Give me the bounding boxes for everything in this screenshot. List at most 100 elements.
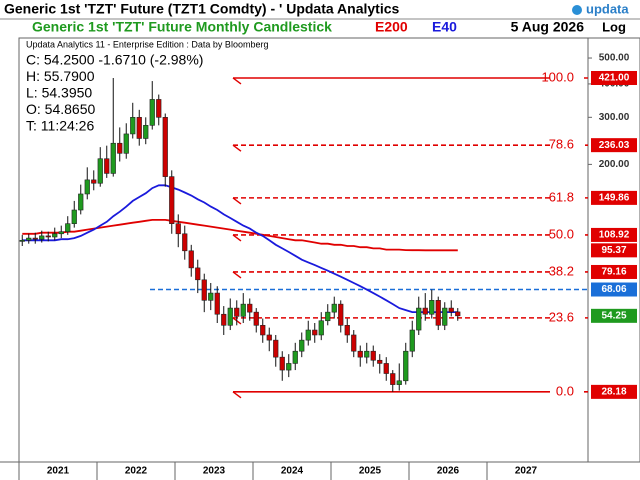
candle-body: [182, 233, 188, 252]
candle-body: [331, 303, 337, 313]
candle-body: [312, 329, 318, 336]
candle-body: [305, 329, 311, 341]
candle-body: [58, 231, 64, 235]
candle-body: [143, 125, 149, 139]
price-box: [591, 70, 637, 85]
fib-marker: [232, 234, 242, 242]
price-box-label: 68.06: [601, 284, 626, 295]
date: 5 Aug 2026: [511, 19, 585, 35]
legend-e200: E200: [375, 19, 408, 35]
candle-body: [325, 311, 331, 322]
candle-body: [117, 142, 123, 154]
fib-label-bg: [550, 70, 584, 85]
price-box: [591, 308, 637, 323]
y-tick-label: 300.00: [599, 112, 630, 123]
candle-body: [221, 313, 227, 326]
info-line: H: 55.7900: [26, 68, 95, 84]
price-box: [591, 264, 637, 279]
candle-body: [273, 339, 279, 358]
candle-body: [429, 300, 435, 315]
candle-body: [377, 359, 383, 364]
fib-label-bg: [550, 227, 584, 242]
info-line: L: 54.3950: [26, 85, 92, 101]
candle-body: [286, 363, 292, 371]
candle-body: [110, 142, 116, 174]
x-tick-label: 2024: [281, 466, 304, 477]
y-tick-label: 500.00: [599, 53, 630, 64]
candle-body: [240, 303, 246, 317]
candle-body: [435, 300, 441, 326]
price-box: [591, 384, 637, 399]
price-box: [591, 227, 637, 242]
legend-e40: E40: [432, 19, 457, 35]
candle-body: [123, 133, 129, 154]
fib-marker: [232, 144, 242, 152]
candle-body: [247, 303, 253, 313]
candle-body: [169, 176, 175, 224]
info-source: Updata Analytics 11 - Enterprise Edition…: [26, 39, 268, 49]
candle-body: [266, 334, 272, 341]
candle-body: [136, 117, 142, 139]
window-title: Generic 1st 'TZT' Future (TZT1 Comdty) -…: [4, 1, 400, 17]
x-tick-label: 2026: [437, 466, 460, 477]
candle-body: [455, 311, 461, 317]
candle-body: [318, 320, 324, 336]
candle-body: [91, 179, 97, 184]
price-box: [591, 138, 637, 153]
candle-body: [65, 223, 71, 232]
candle-body: [279, 356, 285, 371]
candle-body: [383, 363, 389, 374]
candle-body: [71, 209, 77, 224]
logo: updata: [586, 1, 629, 16]
candle-body: [260, 325, 266, 336]
candle-body: [195, 267, 201, 281]
fib-label-bg: [550, 310, 584, 325]
candle-body: [227, 307, 233, 326]
fib-label-bg: [550, 190, 584, 205]
candle-body: [32, 237, 38, 240]
logo-icon: [572, 5, 582, 15]
x-tick-label: 2022: [125, 466, 148, 477]
fib-level: 23.6: [549, 309, 574, 324]
candle-body: [442, 307, 448, 326]
candle-body: [214, 292, 220, 315]
candle-body: [97, 158, 103, 184]
candle-body: [52, 233, 58, 238]
candle-body: [253, 311, 259, 326]
fib-label-bg: [550, 384, 584, 399]
candle-body: [156, 99, 162, 118]
candle-body: [344, 325, 350, 336]
info-line: T: 11:24:26: [26, 118, 94, 134]
candle-body: [45, 235, 51, 238]
price-box-label: 108.92: [599, 230, 630, 241]
candle-body: [338, 303, 344, 326]
candle-body: [149, 99, 155, 126]
candle-body: [370, 350, 376, 361]
candle-body: [104, 158, 110, 174]
price-box-label: 95.37: [601, 245, 626, 256]
scale-mode: Log: [602, 19, 626, 34]
candle-body: [422, 307, 428, 315]
fib-level: 38.2: [549, 263, 574, 278]
price-box-label: 28.18: [601, 387, 626, 398]
candle-body: [130, 117, 136, 135]
candle-body: [26, 237, 32, 241]
fib-level: 61.8: [549, 189, 574, 204]
candle-body: [364, 350, 370, 358]
fib-marker: [232, 77, 242, 85]
fib-marker: [232, 391, 242, 399]
price-box-label: 149.86: [599, 193, 630, 204]
fib-marker: [232, 197, 242, 205]
chart-title: Generic 1st 'TZT' Future Monthly Candles…: [32, 19, 332, 35]
price-box: [591, 190, 637, 205]
info-line: O: 54.8650: [26, 101, 95, 117]
candle-body: [188, 250, 194, 269]
candle-body: [175, 223, 181, 235]
candle-body: [292, 350, 298, 364]
candle-body: [390, 373, 396, 385]
fib-level: 0.0: [556, 383, 574, 398]
candle-body: [416, 307, 422, 331]
